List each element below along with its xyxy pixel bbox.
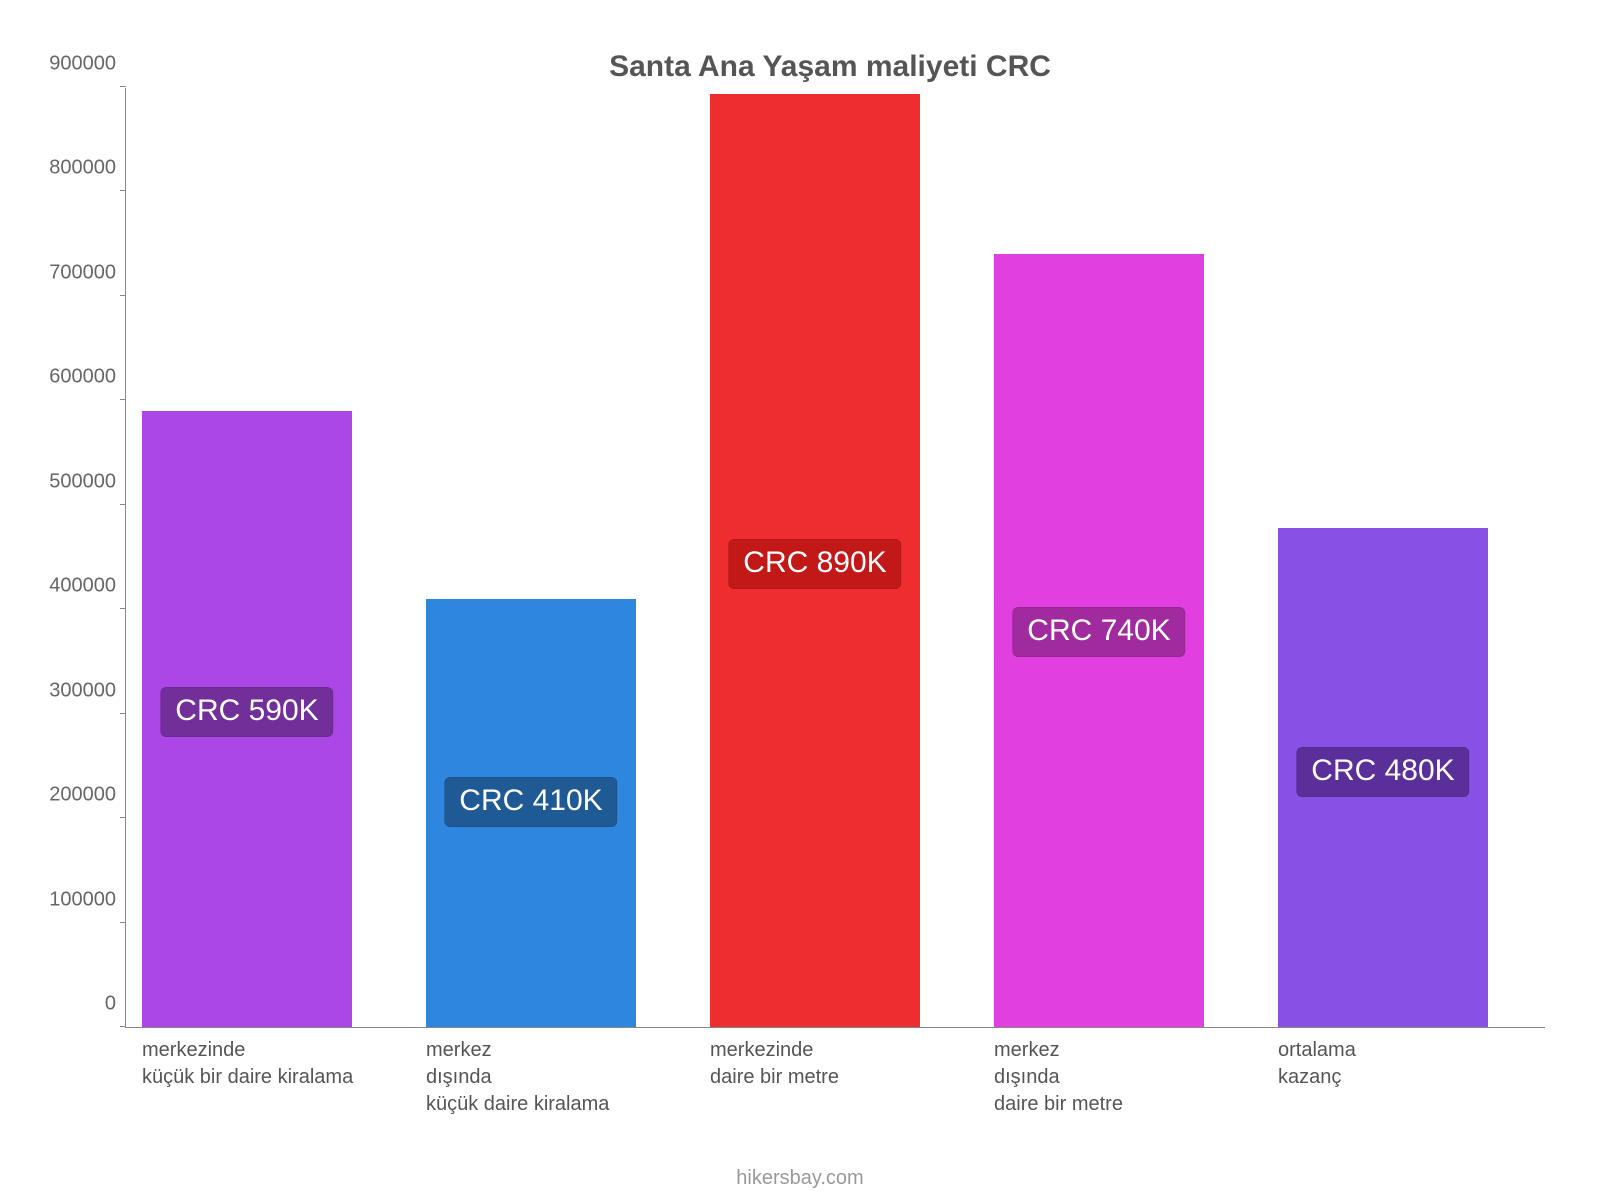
plot-area: 0100000200000300000400000500000600000700… (125, 88, 1545, 1028)
x-category-label: ortalama kazanç (1278, 1037, 1356, 1091)
y-tick-label: 600000 (21, 366, 116, 389)
attribution-text: hikersbay.com (0, 1167, 1600, 1190)
bar: CRC 590K (142, 411, 352, 1027)
value-badge: CRC 740K (1012, 607, 1185, 657)
bar: CRC 480K (1278, 528, 1488, 1027)
bar: CRC 890K (710, 94, 920, 1027)
value-badge: CRC 410K (444, 777, 617, 827)
y-tick-label: 500000 (21, 470, 116, 493)
chart-title: Santa Ana Yaşam maliyeti CRC (105, 50, 1555, 84)
value-badge: CRC 890K (728, 539, 901, 589)
x-category-label: merkez dışında daire bir metre (994, 1037, 1123, 1118)
y-tick-label: 200000 (21, 784, 116, 807)
cost-of-living-chart: Santa Ana Yaşam maliyeti CRC 01000002000… (105, 50, 1555, 1020)
y-tick-label: 300000 (21, 679, 116, 702)
y-tick-mark (120, 86, 126, 87)
y-tick-label: 700000 (21, 261, 116, 284)
x-category-label: merkezinde daire bir metre (710, 1037, 839, 1091)
y-tick-label: 400000 (21, 575, 116, 598)
value-badge: CRC 480K (1296, 747, 1469, 797)
y-tick-label: 100000 (21, 888, 116, 911)
y-tick-label: 800000 (21, 157, 116, 180)
x-category-label: merkezinde küçük bir daire kiralama (142, 1037, 353, 1091)
value-badge: CRC 590K (160, 687, 333, 737)
y-tick-label: 900000 (21, 53, 116, 76)
bar: CRC 410K (426, 599, 636, 1027)
bar: CRC 740K (994, 254, 1204, 1027)
bars-container: CRC 590K CRC 410K CRC 890K CRC 740K CRC 480K (126, 88, 1545, 1027)
x-category-label: merkez dışında küçük daire kiralama (426, 1037, 609, 1118)
y-tick-label: 0 (21, 993, 116, 1016)
